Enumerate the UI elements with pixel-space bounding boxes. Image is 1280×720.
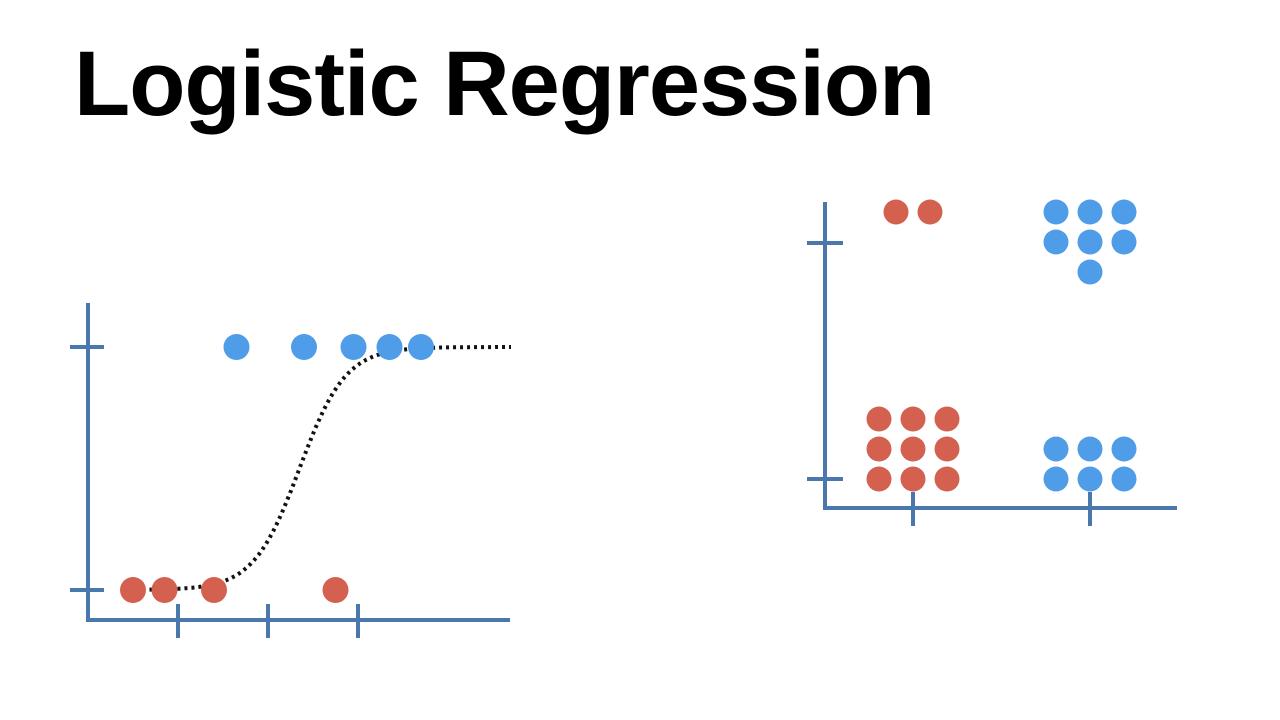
data-point-red — [322, 577, 349, 603]
data-point-red — [900, 466, 926, 492]
data-point-blue — [1077, 199, 1103, 225]
data-point-red — [917, 199, 943, 225]
data-point-red — [883, 199, 909, 225]
data-point-blue — [1077, 259, 1103, 285]
data-point-red — [934, 466, 960, 492]
data-point-blue — [376, 334, 403, 360]
data-point-red — [866, 406, 892, 432]
data-point-blue — [340, 334, 367, 360]
data-point-blue — [1111, 436, 1137, 462]
data-point-blue — [291, 334, 317, 360]
data-point-blue — [1111, 199, 1137, 225]
data-point-blue — [223, 334, 250, 360]
data-point-blue — [1043, 466, 1069, 492]
data-point-red — [120, 577, 146, 603]
data-point-red — [201, 577, 227, 603]
logistic-curve-chart — [70, 303, 511, 638]
data-point-red — [866, 436, 892, 462]
categorical-dot-chart — [807, 199, 1177, 526]
data-point-red — [934, 436, 960, 462]
data-point-blue — [1077, 229, 1103, 255]
data-point-red — [900, 406, 926, 432]
data-point-blue — [1043, 229, 1069, 255]
data-point-blue — [408, 334, 434, 360]
data-point-blue — [1111, 466, 1137, 492]
data-point-blue — [1077, 436, 1103, 462]
sigmoid-curve — [128, 345, 511, 592]
data-point-blue — [1111, 229, 1137, 255]
data-point-red — [900, 436, 926, 462]
data-point-red — [934, 406, 960, 432]
data-point-red — [151, 577, 178, 603]
data-point-blue — [1077, 466, 1103, 492]
data-point-red — [866, 466, 892, 492]
data-point-blue — [1043, 199, 1069, 225]
data-point-blue — [1043, 436, 1069, 462]
page-title: Logistic Regression — [74, 33, 935, 135]
